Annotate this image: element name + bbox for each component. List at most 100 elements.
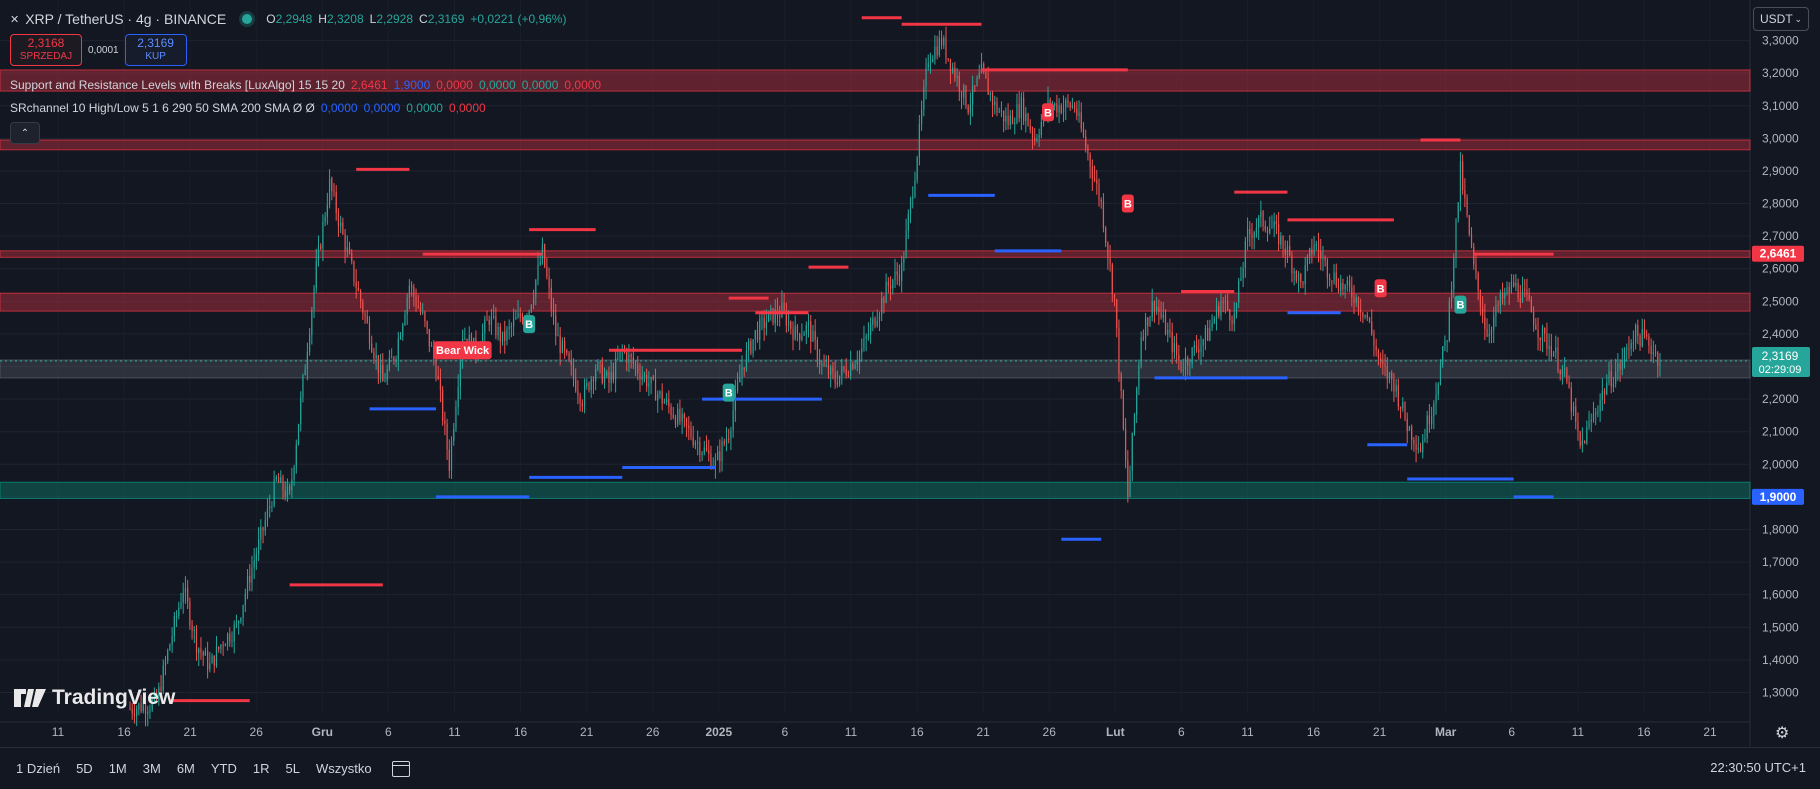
currency-select[interactable]: USDT ⌄	[1753, 7, 1809, 31]
candle-body	[171, 636, 173, 645]
candle-body	[583, 385, 586, 407]
candle-body	[457, 387, 459, 408]
indicator-legend-srchannel[interactable]: SRchannel 10 High/Low 5 1 6 290 50 SMA 2…	[10, 101, 486, 115]
settings-gear-icon[interactable]: ⚙	[1775, 725, 1790, 742]
candle-body	[386, 369, 388, 382]
candle-body	[659, 391, 661, 395]
candles	[129, 26, 1661, 727]
candle-body	[1218, 305, 1220, 316]
candle-body	[1559, 370, 1561, 375]
candle-body	[198, 648, 200, 654]
candle-body	[1568, 381, 1570, 388]
range-button[interactable]: 1R	[252, 761, 270, 776]
candle-body	[743, 367, 745, 370]
x-tick-label: 21	[580, 725, 594, 739]
candle-body	[1490, 330, 1493, 335]
candle-body	[191, 625, 193, 631]
candle-body	[1129, 470, 1131, 498]
candle-body	[1581, 440, 1583, 446]
range-button[interactable]: 1M	[108, 761, 127, 776]
candle-body	[1266, 229, 1269, 234]
candle-body	[663, 402, 665, 404]
candle-body	[468, 334, 470, 347]
candle-body	[1643, 329, 1646, 336]
range-button[interactable]: 5L	[285, 761, 300, 776]
range-button[interactable]: Wszystko	[315, 761, 372, 776]
tradingview-logo[interactable]: TradingView	[14, 686, 175, 710]
candle-body	[586, 383, 588, 386]
candle-body	[918, 123, 920, 158]
candle-body	[1018, 104, 1020, 118]
candle-body	[282, 477, 284, 491]
candle-body	[1506, 286, 1508, 293]
candle-body	[763, 317, 765, 328]
clock[interactable]: 22:30:50 UTC+1	[1710, 760, 1806, 775]
x-tick-label: 21	[183, 725, 197, 739]
candle-body	[1107, 242, 1109, 258]
candle-body	[388, 357, 391, 370]
candle-body	[1087, 147, 1089, 155]
candle-body	[1654, 352, 1657, 354]
candle-body	[362, 302, 364, 314]
candle-body	[752, 339, 754, 354]
range-button[interactable]: YTD	[210, 761, 237, 776]
candle-body	[568, 352, 570, 361]
candle-body	[297, 424, 300, 445]
range-button[interactable]: 5D	[76, 761, 93, 776]
candle-body	[1408, 426, 1411, 431]
candle-body	[1603, 390, 1606, 394]
symbol-icon[interactable]: ✕	[10, 13, 20, 26]
buy-button[interactable]: 2,3169 KUP	[124, 34, 187, 66]
candle-body	[630, 354, 632, 358]
calendar-icon[interactable]	[391, 760, 410, 777]
indicator-legend-luxalgo[interactable]: Support and Resistance Levels with Break…	[10, 78, 601, 92]
candle-body	[548, 276, 550, 288]
candle-body	[1275, 221, 1277, 224]
candle-body	[435, 358, 437, 376]
x-tick-label: 11	[448, 725, 461, 739]
candle-body	[1380, 357, 1382, 361]
candle-body	[142, 704, 144, 712]
candle-body	[271, 505, 273, 507]
candle-body	[1162, 314, 1164, 318]
candle-body	[1062, 107, 1065, 113]
candle-body	[819, 360, 821, 365]
candle-body	[1167, 330, 1169, 335]
candle-body	[666, 399, 668, 403]
candle-body	[238, 621, 240, 624]
candle-body	[725, 438, 728, 444]
candle-body	[521, 317, 524, 322]
candle-body	[1096, 180, 1098, 184]
indicator-value: 0,0000	[448, 101, 486, 115]
candle-body	[1200, 345, 1202, 353]
y-tick-label: 2,6000	[1762, 262, 1799, 276]
candle-body	[827, 365, 830, 376]
candle-body	[342, 222, 344, 234]
collapse-legend-button[interactable]: ⌃	[10, 122, 40, 144]
candle-body	[801, 335, 803, 340]
candle-body	[657, 394, 659, 401]
candle-body	[439, 378, 442, 390]
candle-body	[794, 325, 796, 340]
range-button[interactable]: 6M	[176, 761, 195, 776]
y-tick-label: 1,4000	[1762, 653, 1799, 667]
candle-body	[796, 325, 799, 334]
candle-body	[140, 703, 142, 712]
symbol-title[interactable]: XRP / TetherUS · 4g · BINANCE	[25, 11, 227, 27]
candle-body	[601, 362, 603, 384]
candle-body	[419, 307, 422, 313]
candle-body	[688, 425, 690, 429]
candle-body	[1610, 370, 1612, 387]
candle-body	[1140, 337, 1142, 366]
candle-body	[730, 430, 732, 439]
candle-body	[1120, 373, 1122, 391]
candle-body	[1058, 105, 1060, 113]
signal-box	[1042, 103, 1054, 122]
candle-body	[1450, 289, 1453, 301]
sell-button[interactable]: 2,3168 SPRZEDAJ	[10, 34, 82, 66]
range-button[interactable]: 1 Dzień	[16, 761, 61, 776]
signal-text: B	[1377, 283, 1385, 295]
candle-body	[169, 644, 171, 651]
range-button[interactable]: 3M	[142, 761, 161, 776]
